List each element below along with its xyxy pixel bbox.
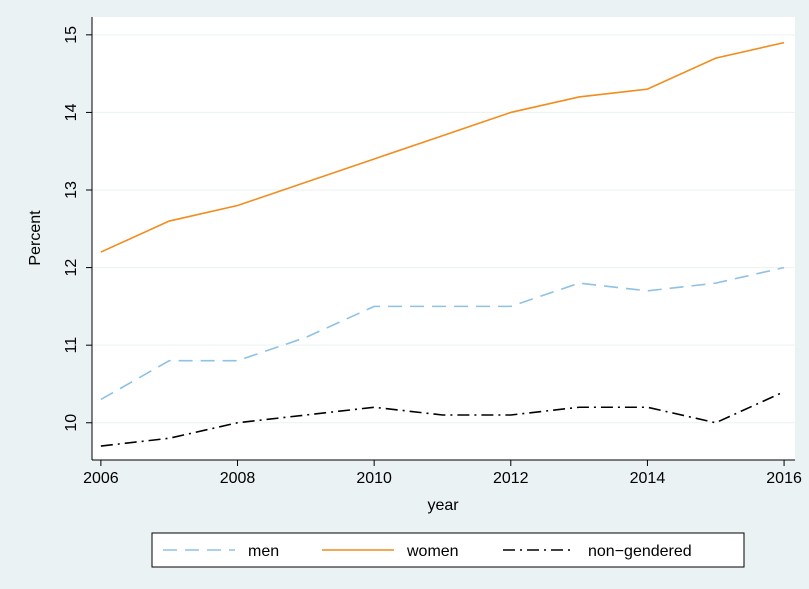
legend-label: non−gendered — [588, 543, 692, 560]
y-tick-label: 13 — [63, 181, 80, 199]
y-tick-label: 15 — [63, 26, 80, 44]
x-tick-label: 2008 — [220, 470, 256, 487]
series-line — [100, 41, 785, 253]
y-axis-title: Percent — [27, 210, 44, 266]
y-tick-label: 11 — [63, 337, 80, 354]
y-tick-label: 14 — [63, 103, 80, 121]
plot-area — [92, 17, 795, 460]
x-tick-label: 2006 — [83, 470, 119, 487]
x-axis-title: year — [427, 497, 459, 514]
legend-label: men — [248, 543, 279, 560]
x-tick-label: 2014 — [630, 470, 666, 487]
x-tick-label: 2012 — [493, 470, 529, 487]
y-tick-label: 10 — [63, 414, 80, 432]
x-tick-label: 2016 — [766, 470, 802, 487]
y-tick-label: 12 — [63, 259, 80, 277]
x-tick-label: 2010 — [356, 470, 392, 487]
legend-label: women — [406, 543, 459, 560]
series-line — [100, 390, 785, 447]
legend — [151, 532, 745, 568]
series-line — [100, 266, 785, 401]
